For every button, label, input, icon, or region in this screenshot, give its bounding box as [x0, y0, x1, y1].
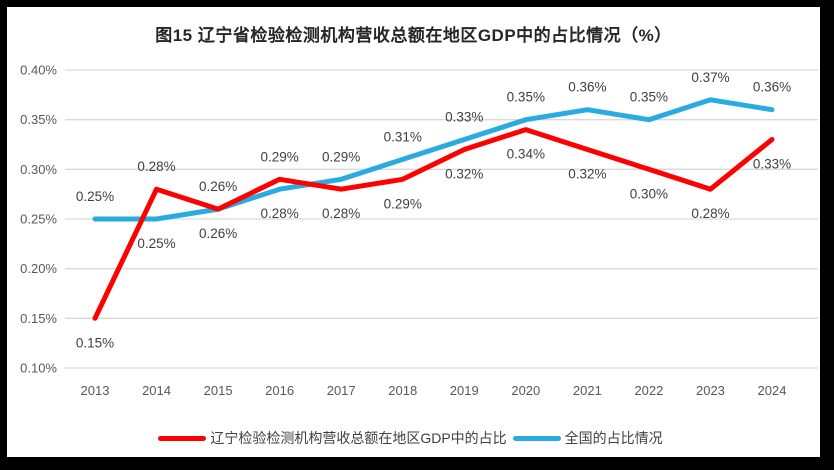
line-chart-plot: 0.40% 0.35% 0.30% 0.25% 0.20% 0.15% 0.10% 2013 2…: [20, 63, 818, 398]
data-label-liaoning: 0.28%: [691, 206, 729, 221]
data-label-liaoning: 0.15%: [76, 335, 114, 350]
data-label-liaoning: 0.33%: [753, 157, 791, 172]
y-axis-tick-label: 0.15%: [20, 311, 57, 326]
data-label-national: 0.35%: [630, 90, 668, 105]
x-axis-tick-label: 2020: [511, 383, 540, 398]
data-label-liaoning: 0.29%: [260, 149, 298, 164]
data-label-liaoning: 0.29%: [384, 196, 422, 211]
y-axis-tick-label: 0.10%: [20, 361, 57, 376]
x-axis-tick-label: 2015: [204, 383, 233, 398]
data-label-liaoning: 0.34%: [507, 147, 545, 162]
data-label-liaoning: 0.28%: [322, 206, 360, 221]
x-axis-tick-label: 2018: [388, 383, 417, 398]
legend-label-liaoning: 辽宁检验检测机构营收总额在地区GDP中的占比: [210, 430, 507, 446]
y-axis-tick-label: 0.20%: [20, 261, 57, 276]
data-label-national: 0.25%: [137, 236, 175, 251]
data-label-national: 0.25%: [76, 189, 114, 204]
data-label-national: 0.37%: [691, 70, 729, 85]
data-label-national: 0.35%: [507, 90, 545, 105]
y-axis-tick-label: 0.40%: [20, 63, 57, 78]
x-axis-tick-label: 2021: [573, 383, 602, 398]
x-axis-tick-label: 2016: [265, 383, 294, 398]
legend-label-national: 全国的占比情况: [564, 430, 663, 446]
legend-swatch-national-line: [512, 435, 561, 441]
x-axis-tick-label: 2013: [81, 383, 110, 398]
data-label-liaoning: 0.30%: [630, 186, 668, 201]
data-label-national: 0.36%: [753, 80, 791, 95]
data-label-national: 0.36%: [568, 80, 606, 95]
series-line-liaoning: [92, 127, 775, 321]
chart-title: 图15 辽宁省检验检测机构营收总额在地区GDP中的占比情况（%）: [155, 26, 672, 45]
data-label-national: 0.31%: [384, 129, 422, 144]
data-label-national: 0.28%: [260, 206, 298, 221]
x-axis-tick-label: 2014: [142, 383, 171, 398]
y-axis-tick-label: 0.30%: [20, 162, 57, 177]
x-axis-tick-label: 2019: [450, 383, 479, 398]
chart-legend: 辽宁检验检测机构营收总额在地区GDP中的占比 全国的占比情况: [7, 427, 820, 449]
x-axis-tick-label: 2024: [758, 383, 787, 398]
data-label-national: 0.29%: [322, 149, 360, 164]
x-axis-tick-label: 2022: [634, 383, 663, 398]
data-label-national: 0.33%: [445, 110, 483, 125]
y-axis-tick-label: 0.25%: [20, 212, 57, 227]
data-label-liaoning: 0.26%: [199, 179, 237, 194]
data-label-national: 0.26%: [199, 226, 237, 241]
data-label-liaoning: 0.32%: [568, 166, 606, 181]
series-line-national: [92, 97, 775, 222]
x-axis-tick-label: 2023: [696, 383, 725, 398]
data-label-liaoning: 0.28%: [137, 159, 175, 174]
chart-canvas: 图15 辽宁省检验检测机构营收总额在地区GDP中的占比情况（%） 0.40% 0.…: [7, 7, 820, 457]
y-axis-tick-label: 0.35%: [20, 112, 57, 127]
x-axis-tick-label: 2017: [327, 383, 356, 398]
data-label-liaoning: 0.32%: [445, 166, 483, 181]
legend-swatch-liaoning-line: [158, 435, 207, 441]
